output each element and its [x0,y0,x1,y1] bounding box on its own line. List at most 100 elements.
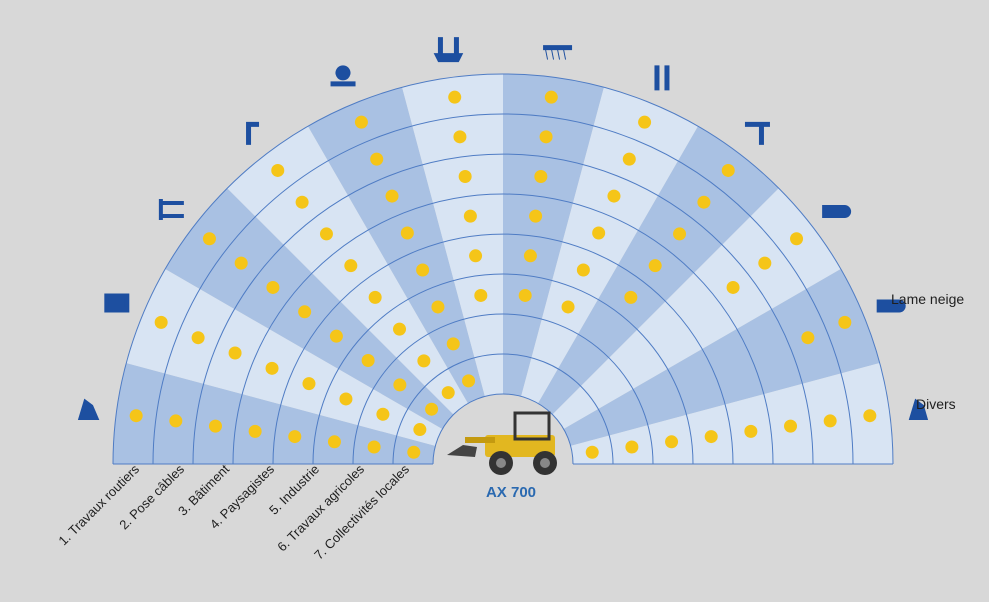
grab-bucket-icon [433,37,464,63]
compatibility-dot [607,189,621,203]
ring-lines [112,73,894,465]
compatibility-dot [534,169,548,183]
ring-arc [392,353,614,465]
manure-fork-icon [543,45,573,60]
bucket-icon [77,398,100,420]
sector-bands [113,74,893,464]
compatibility-dot [425,402,439,416]
compatibility-dot [368,290,382,304]
compatibility-dot [665,435,679,449]
compatibility-dots [129,90,877,459]
model-name: AX 700 [486,484,536,501]
compatibility-dot [523,249,537,263]
loader-icon [447,411,557,475]
compatibility-dot [302,377,316,391]
compatibility-dot [329,329,343,343]
ring-arc [272,233,734,465]
compatibility-dot [413,423,427,437]
misc-label: Divers [916,396,956,412]
compatibility-dot [344,259,358,273]
compatibility-dot [561,300,575,314]
ring-arc [192,153,814,465]
compatibility-dot [518,288,532,302]
compatibility-dot [458,169,472,183]
compatibility-dot [638,115,652,129]
compatibility-dot [416,263,430,277]
category-label: 6. Travaux agricoles [274,461,367,554]
ring-arc [232,193,774,465]
compatibility-dot [234,256,248,270]
compatibility-dot [327,435,341,449]
compatibility-dot [248,424,262,438]
compatibility-dot [354,115,368,129]
attachment-icons [77,37,929,420]
pallet-fork-icon [158,199,184,221]
compatibility-dot [539,130,553,144]
sweeper-icon [330,65,356,87]
compatibility-dot [431,300,445,314]
compatibility-dot [295,195,309,209]
sector-band [552,188,841,429]
compatibility-dot [697,195,711,209]
compatibility-dot [758,256,772,270]
compatibility-dot [823,414,837,428]
compatibility-dot [361,354,375,368]
compatibility-dot [370,152,384,166]
compatibility-dot [407,445,421,459]
compatibility-dot [385,189,399,203]
sector-band [308,87,485,404]
compatibility-dot [469,249,483,263]
ring-arc [152,113,854,465]
sector-band [126,269,443,446]
compatibility-dot [838,315,852,329]
snow-blade-icon [104,293,130,313]
ring-arc [112,73,894,465]
compatibility-dot [169,414,183,428]
compatibility-dot [417,354,431,368]
compatibility-dot [744,424,758,438]
compatibility-dot [726,280,740,294]
compatibility-dot [625,440,639,454]
compatibility-dot [704,430,718,444]
root-grapple-icon [822,205,852,219]
compatibility-dot [271,163,285,177]
compatibility-dot [790,232,804,246]
compatibility-dot [784,419,798,433]
compatibility-dot [673,227,687,241]
compatibility-dot [393,378,407,392]
compatibility-dot [474,288,488,302]
snow-blade-right-icon [876,299,906,313]
ring-arc [432,393,574,465]
compatibility-dot [441,386,455,400]
compatibility-dot [576,263,590,277]
compatibility-dot [463,209,477,223]
compatibility-dot [367,440,381,454]
compatibility-dot [202,232,216,246]
auger-drill-icon [744,121,770,145]
compatibility-dot [154,315,168,329]
compatibility-dot [801,331,815,345]
compatibility-dot [863,409,877,423]
compatibility-dot [266,280,280,294]
compatibility-dot [265,361,279,375]
compatibility-dot [622,152,636,166]
category-label: 1. Travaux routiers [55,461,142,548]
crane-hook-icon [246,121,260,145]
snow-blade-label: Lame neige [891,291,965,307]
compatibility-dot [453,130,467,144]
compatibility-dot [624,290,638,304]
compatibility-dot [721,163,735,177]
compatibility-dot [228,346,242,360]
compatibility-dot [462,374,476,388]
compatibility-dot [448,90,462,104]
sector-band [563,269,880,446]
compatibility-dot [544,90,558,104]
compatibility-dot [585,445,599,459]
compatibility-dot [529,209,543,223]
compatibility-dot [648,259,662,273]
misc-tool-icon [908,398,929,420]
compatibility-dot [319,227,333,241]
compatibility-dot [592,226,606,240]
